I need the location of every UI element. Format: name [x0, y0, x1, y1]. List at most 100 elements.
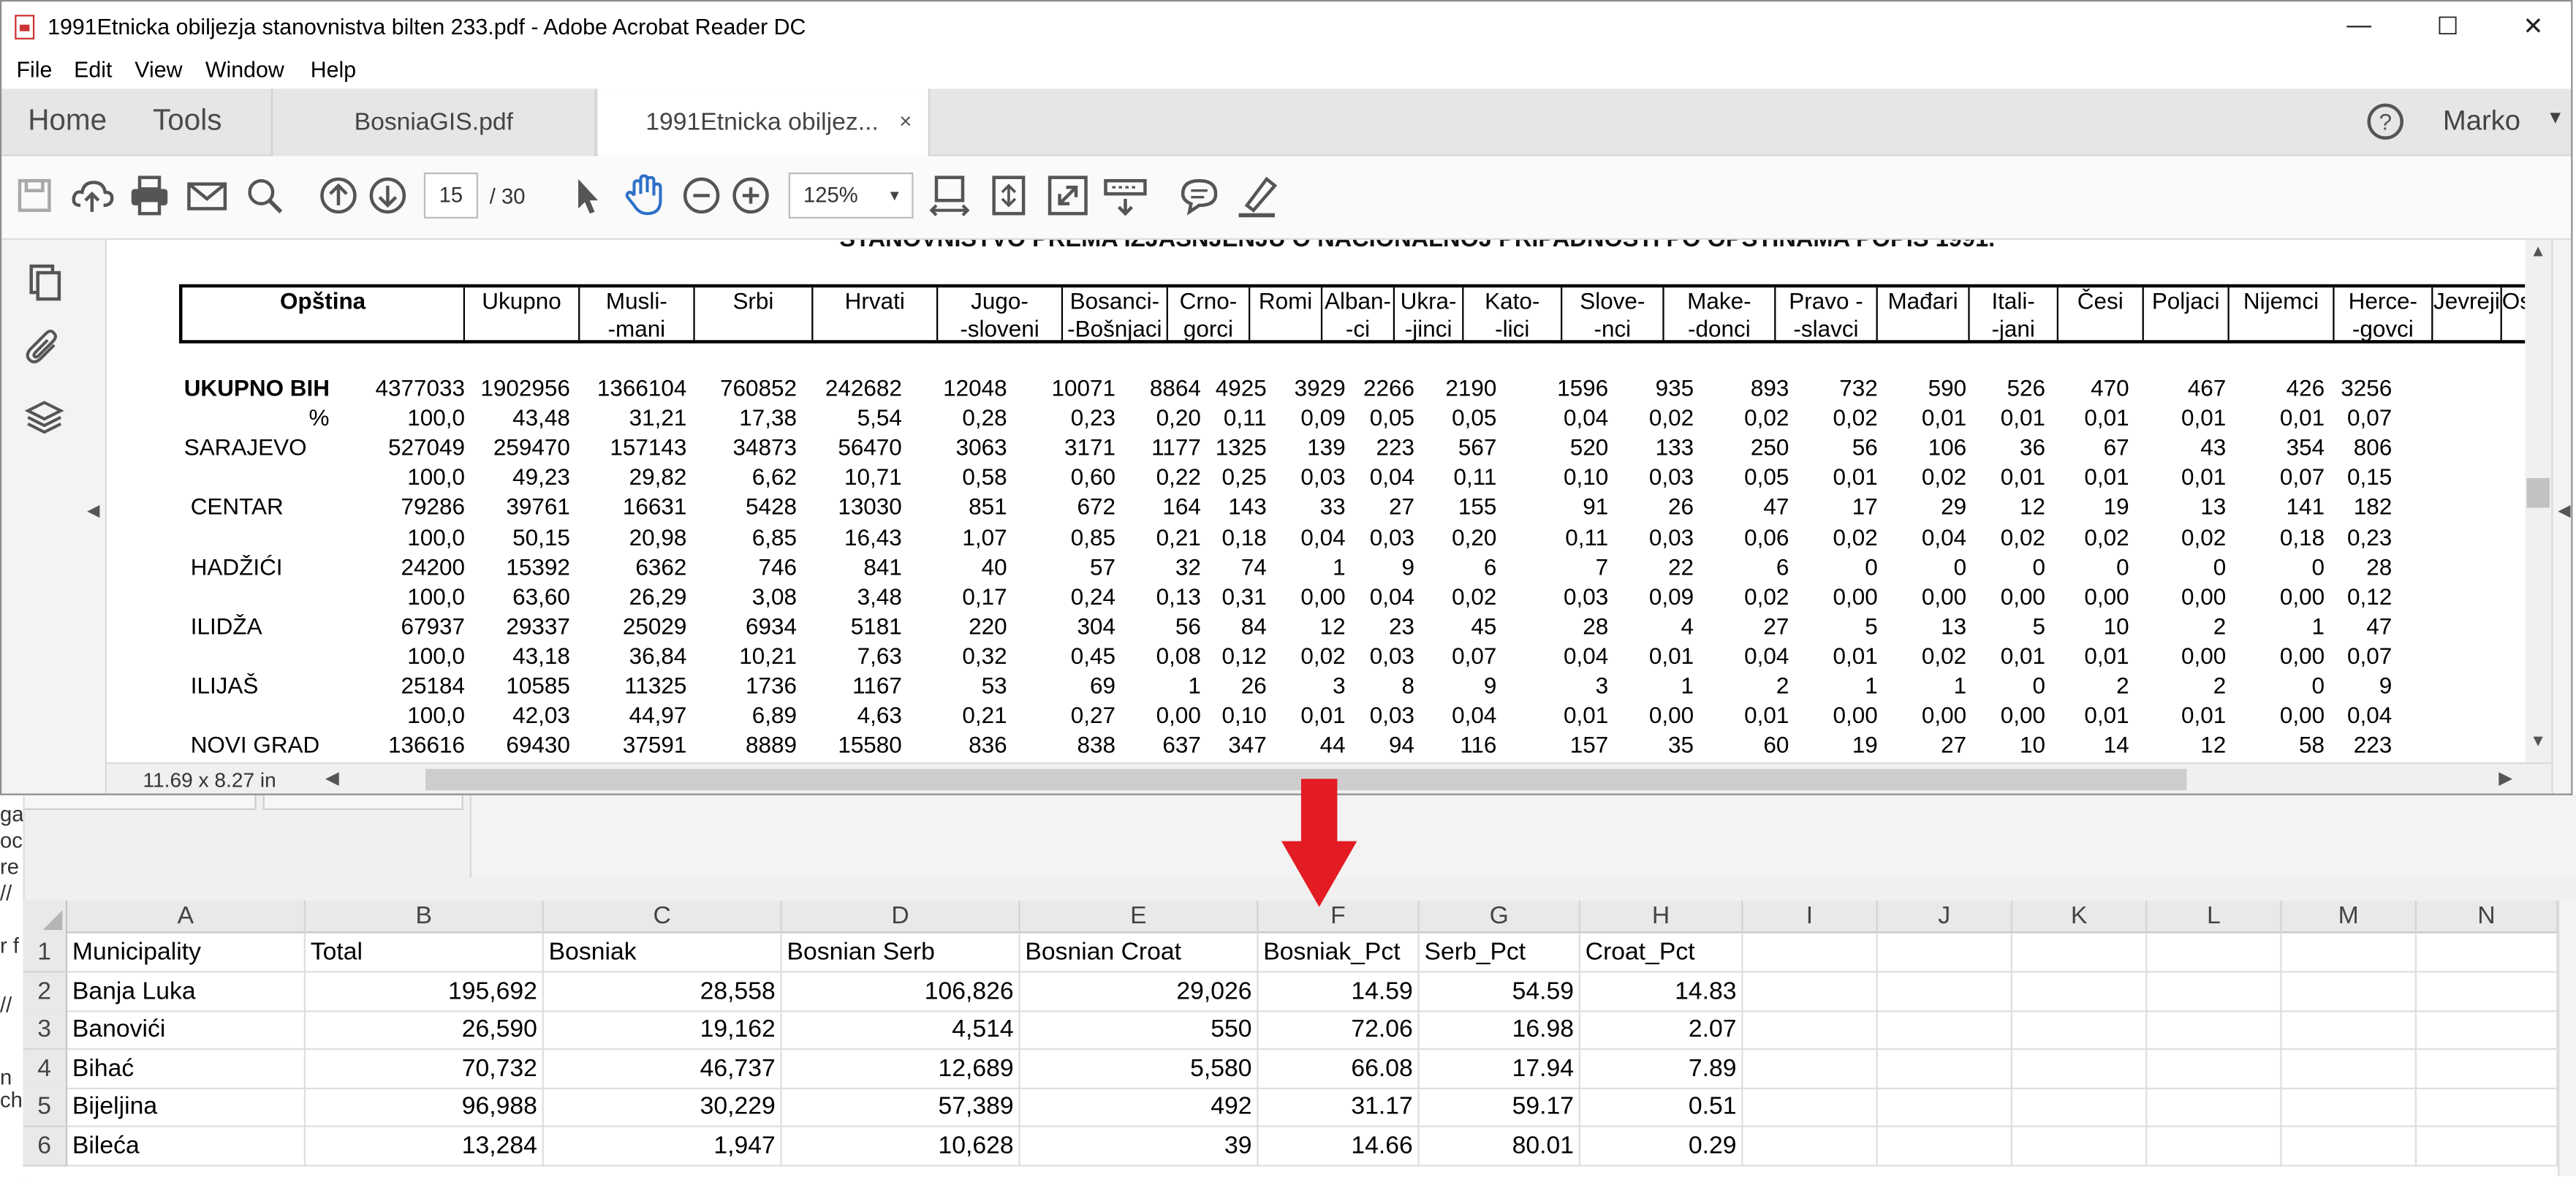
sheet-cell[interactable]: 17.94 — [1419, 1049, 1580, 1089]
user-account[interactable]: Marko — [2442, 105, 2521, 137]
menu-edit[interactable]: Edit — [74, 57, 113, 83]
row-header[interactable]: 4 — [23, 1049, 68, 1089]
sheet-cell[interactable] — [2012, 1088, 2148, 1128]
column-header[interactable]: C — [544, 900, 782, 934]
sheet-cell[interactable]: 0.51 — [1580, 1088, 1743, 1128]
sheet-cell[interactable]: Banja Luka — [67, 972, 306, 1012]
sheet-cell[interactable]: 195,692 — [306, 972, 544, 1012]
menu-help[interactable]: Help — [310, 57, 357, 83]
search-icon[interactable] — [241, 173, 287, 219]
column-header[interactable]: K — [2012, 900, 2148, 934]
column-header[interactable]: A — [67, 900, 306, 934]
sheet-cell[interactable] — [2281, 1088, 2417, 1128]
sheet-cell[interactable] — [2281, 972, 2417, 1012]
email-icon[interactable] — [184, 173, 230, 219]
sheet-cell[interactable]: 19,162 — [543, 1010, 782, 1051]
sheet-cell[interactable]: 70,732 — [306, 1049, 544, 1089]
sheet-cell[interactable]: 10,628 — [781, 1127, 1020, 1167]
sheet-cell[interactable]: 13,284 — [306, 1127, 544, 1167]
sheet-cell[interactable] — [2416, 1049, 2558, 1089]
sheet-cell[interactable]: 14.59 — [1258, 972, 1420, 1012]
sheet-cell[interactable]: 80.01 — [1419, 1127, 1580, 1167]
sheet-cell[interactable]: Banovići — [67, 1010, 306, 1051]
row-header[interactable]: 5 — [23, 1088, 68, 1128]
column-header[interactable]: D — [782, 900, 1020, 934]
sheet-cell[interactable] — [2147, 933, 2282, 973]
column-header[interactable]: L — [2147, 900, 2282, 934]
minimize-button[interactable]: — — [2346, 11, 2372, 39]
sheet-cell[interactable]: Municipality — [67, 933, 306, 973]
sheet-cell[interactable] — [1743, 1088, 1878, 1128]
sheet-cell[interactable]: 7.89 — [1580, 1049, 1743, 1089]
sheet-cell[interactable] — [2147, 1088, 2282, 1128]
scroll-thumb[interactable] — [2526, 477, 2550, 508]
attachments-icon[interactable] — [25, 328, 64, 368]
sheet-cell[interactable]: 29,026 — [1020, 972, 1259, 1012]
row-header[interactable]: 6 — [23, 1127, 68, 1167]
sheet-cell[interactable]: 66.08 — [1258, 1049, 1420, 1089]
sheet-cell[interactable]: 12,689 — [781, 1049, 1020, 1089]
column-header[interactable]: F — [1259, 900, 1420, 934]
menu-view[interactable]: View — [135, 57, 183, 83]
sheet-cell[interactable] — [2281, 1049, 2417, 1089]
vertical-scrollbar[interactable]: ▲ ▼ — [2525, 240, 2552, 762]
row-header[interactable]: 1 — [23, 933, 68, 973]
sheet-cell[interactable] — [1877, 1010, 2013, 1051]
sheet-cell[interactable] — [1743, 1127, 1878, 1167]
tab-home[interactable]: Home — [28, 103, 107, 137]
sheet-cell[interactable]: 14.83 — [1580, 972, 1743, 1012]
sheet-scrollbar[interactable] — [2558, 900, 2576, 1177]
sheet-cell[interactable] — [1743, 933, 1878, 973]
sheet-cell[interactable] — [2012, 972, 2148, 1012]
cloud-upload-icon[interactable] — [69, 173, 115, 219]
document-view[interactable]: STANOVNIŠTVO PREMA IZJAŠNJENJU O NACIONA… — [107, 240, 2526, 762]
sheet-cell[interactable]: 26,590 — [306, 1010, 544, 1051]
tab-bosniagis[interactable]: BosniaGIS.pdf — [270, 88, 596, 156]
column-header[interactable]: J — [1878, 900, 2013, 934]
maximize-button[interactable]: ☐ — [2436, 12, 2459, 42]
sheet-cell[interactable]: 39 — [1020, 1127, 1259, 1167]
save-icon[interactable] — [12, 173, 58, 219]
sheet-cell[interactable]: Bosnian Serb — [781, 933, 1020, 973]
column-header[interactable]: B — [306, 900, 544, 934]
sheet-cell[interactable]: Serb_Pct — [1419, 933, 1580, 973]
select-all-corner[interactable] — [23, 900, 68, 934]
sheet-cell[interactable]: Croat_Pct — [1580, 933, 1743, 973]
sheet-cell[interactable]: Bihać — [67, 1049, 306, 1089]
scroll-down-icon[interactable]: ▼ — [2529, 733, 2547, 752]
sheet-cell[interactable] — [1877, 933, 2013, 973]
sheet-cell[interactable]: 46,737 — [543, 1049, 782, 1089]
sheet-cell[interactable]: 30,229 — [543, 1088, 782, 1128]
page-number-input[interactable]: 15 — [423, 172, 478, 219]
scroll-left-icon[interactable]: ◀ — [325, 768, 340, 789]
sheet-cell[interactable] — [2416, 933, 2558, 973]
sheet-cell[interactable] — [2281, 1010, 2417, 1051]
sheet-cell[interactable] — [2281, 933, 2417, 973]
sheet-cell[interactable] — [2012, 1010, 2148, 1051]
help-icon[interactable]: ? — [2367, 103, 2403, 140]
sheet-cell[interactable]: 54.59 — [1419, 972, 1580, 1012]
column-header[interactable]: N — [2417, 900, 2558, 934]
sheet-cell[interactable]: Bosniak — [543, 933, 782, 973]
sheet-cell[interactable]: 4,514 — [781, 1010, 1020, 1051]
tab-tools[interactable]: Tools — [153, 103, 222, 137]
highlight-pen-icon[interactable] — [1234, 173, 1280, 219]
sheet-cell[interactable] — [1743, 1010, 1878, 1051]
sheet-cell[interactable] — [2147, 1127, 2282, 1167]
chevron-down-icon[interactable]: ▼ — [2546, 108, 2564, 129]
sheet-cell[interactable]: 57,389 — [781, 1088, 1020, 1128]
tab-etnicka[interactable]: 1991Etnicka obiljez... × — [598, 88, 931, 156]
sheet-cell[interactable]: Bosniak_Pct — [1258, 933, 1420, 973]
sheet-cell[interactable] — [2416, 972, 2558, 1012]
sheet-cell[interactable]: Bijeljina — [67, 1088, 306, 1128]
menu-window[interactable]: Window — [205, 57, 284, 83]
sheet-cell[interactable]: 550 — [1020, 1010, 1259, 1051]
sheet-cell[interactable] — [2012, 1049, 2148, 1089]
sheet-cell[interactable] — [2147, 1010, 2282, 1051]
layers-icon[interactable] — [24, 398, 64, 437]
column-header[interactable]: G — [1420, 900, 1580, 934]
sheet-cell[interactable]: 96,988 — [306, 1088, 544, 1128]
close-window-button[interactable]: ✕ — [2523, 12, 2544, 42]
sheet-cell[interactable] — [2147, 972, 2282, 1012]
row-header[interactable]: 3 — [23, 1010, 68, 1051]
